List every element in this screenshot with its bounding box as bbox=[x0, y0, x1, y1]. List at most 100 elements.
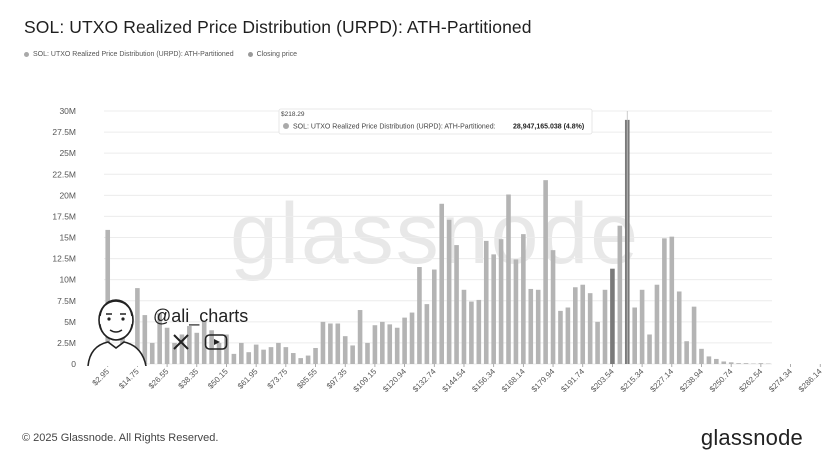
bar[interactable] bbox=[521, 234, 526, 364]
watermark-text: glassnode bbox=[230, 186, 641, 282]
legend-dot-icon bbox=[247, 52, 253, 57]
bar[interactable] bbox=[357, 310, 363, 364]
bar[interactable] bbox=[483, 240, 489, 364]
bar[interactable] bbox=[187, 326, 192, 364]
bar[interactable] bbox=[261, 349, 266, 364]
copyright-text: © 2025 Glassnode. All Rights Reserved. bbox=[22, 432, 219, 444]
bar[interactable] bbox=[491, 254, 496, 364]
bar[interactable] bbox=[506, 194, 511, 364]
bar[interactable] bbox=[639, 289, 645, 364]
bar[interactable] bbox=[387, 324, 393, 364]
bar[interactable] bbox=[654, 284, 660, 364]
bar[interactable] bbox=[676, 291, 682, 364]
youtube-icon[interactable] bbox=[204, 333, 228, 356]
bar[interactable] bbox=[380, 321, 385, 364]
bar[interactable] bbox=[602, 289, 608, 364]
bar[interactable] bbox=[402, 317, 407, 364]
legend-item-urpd[interactable]: SOL: UTXO Realized Price Distribution (U… bbox=[24, 51, 234, 58]
bar[interactable] bbox=[743, 363, 749, 364]
bar[interactable] bbox=[469, 301, 474, 364]
bar[interactable] bbox=[409, 312, 415, 364]
bar[interactable] bbox=[283, 347, 289, 364]
bar[interactable] bbox=[706, 356, 712, 364]
tooltip-series-label: SOL: UTXO Realized Price Distribution (U… bbox=[293, 124, 496, 131]
bar[interactable] bbox=[298, 358, 303, 364]
bar[interactable] bbox=[231, 353, 237, 364]
bar[interactable] bbox=[662, 238, 667, 364]
bar[interactable] bbox=[201, 321, 207, 364]
bar[interactable] bbox=[736, 363, 741, 364]
bar[interactable] bbox=[417, 267, 422, 364]
tooltip-value: 28,947,165.038 (4.8%) bbox=[513, 124, 584, 131]
bar[interactable] bbox=[573, 287, 578, 364]
bar[interactable] bbox=[365, 342, 370, 364]
bar[interactable] bbox=[691, 306, 697, 364]
bar[interactable] bbox=[587, 293, 593, 364]
x-tick-label: $238.94 bbox=[678, 367, 705, 394]
bar[interactable] bbox=[335, 323, 341, 364]
bar[interactable] bbox=[424, 304, 430, 364]
bar[interactable] bbox=[617, 225, 623, 364]
bar[interactable] bbox=[276, 342, 281, 364]
y-tick-label: 15M bbox=[59, 233, 76, 243]
bar[interactable] bbox=[149, 342, 155, 364]
bar[interactable] bbox=[610, 268, 615, 364]
bar[interactable] bbox=[209, 330, 214, 364]
bar[interactable] bbox=[528, 288, 534, 364]
bar[interactable] bbox=[632, 307, 637, 364]
bar[interactable] bbox=[461, 289, 467, 364]
bar[interactable] bbox=[513, 259, 519, 364]
bar[interactable] bbox=[550, 250, 556, 364]
bar[interactable] bbox=[535, 289, 541, 364]
bar[interactable] bbox=[595, 321, 600, 364]
bar[interactable] bbox=[194, 332, 200, 364]
bar[interactable] bbox=[224, 334, 229, 364]
bar[interactable] bbox=[454, 245, 459, 364]
bar[interactable] bbox=[313, 347, 318, 364]
bar[interactable] bbox=[728, 362, 734, 364]
bar[interactable] bbox=[342, 336, 348, 364]
bar[interactable] bbox=[157, 313, 162, 364]
bar[interactable] bbox=[684, 341, 689, 364]
avatar bbox=[86, 296, 152, 371]
bar[interactable] bbox=[142, 315, 148, 364]
bar[interactable] bbox=[105, 229, 111, 364]
bar[interactable] bbox=[172, 342, 177, 364]
author-handle: @ali_charts bbox=[153, 306, 249, 326]
bar[interactable] bbox=[253, 344, 259, 364]
bar[interactable] bbox=[669, 236, 675, 364]
bar[interactable] bbox=[476, 299, 482, 364]
bar[interactable] bbox=[268, 347, 274, 364]
bar[interactable] bbox=[439, 203, 445, 364]
bar[interactable] bbox=[394, 327, 400, 364]
bar[interactable] bbox=[305, 355, 311, 364]
bar[interactable] bbox=[647, 334, 652, 364]
bar[interactable] bbox=[498, 239, 504, 364]
bar[interactable] bbox=[431, 269, 437, 364]
bar[interactable] bbox=[216, 342, 222, 364]
bar[interactable] bbox=[135, 288, 140, 364]
x-logo-icon[interactable] bbox=[172, 333, 190, 356]
bar[interactable] bbox=[699, 348, 704, 364]
bar[interactable] bbox=[246, 352, 252, 364]
bar[interactable] bbox=[446, 219, 452, 364]
bar[interactable] bbox=[580, 284, 586, 364]
y-tick-label: 2.5M bbox=[57, 338, 76, 348]
bar[interactable] bbox=[290, 353, 296, 364]
bar[interactable] bbox=[350, 345, 355, 364]
bar[interactable] bbox=[714, 358, 719, 364]
bar[interactable] bbox=[721, 361, 727, 364]
legend-label-closing-price: Closing price bbox=[256, 51, 298, 58]
bar[interactable] bbox=[565, 307, 571, 364]
bar[interactable] bbox=[320, 321, 326, 364]
bar[interactable] bbox=[372, 325, 378, 364]
bar[interactable] bbox=[543, 180, 548, 364]
bar[interactable] bbox=[558, 310, 563, 364]
social-links bbox=[172, 333, 228, 356]
bar[interactable] bbox=[179, 334, 185, 364]
bar[interactable] bbox=[164, 327, 170, 364]
legend-item-closing-price[interactable]: Closing price bbox=[247, 51, 298, 58]
bar[interactable] bbox=[758, 363, 764, 364]
bar[interactable] bbox=[239, 342, 244, 364]
bar[interactable] bbox=[328, 323, 333, 364]
